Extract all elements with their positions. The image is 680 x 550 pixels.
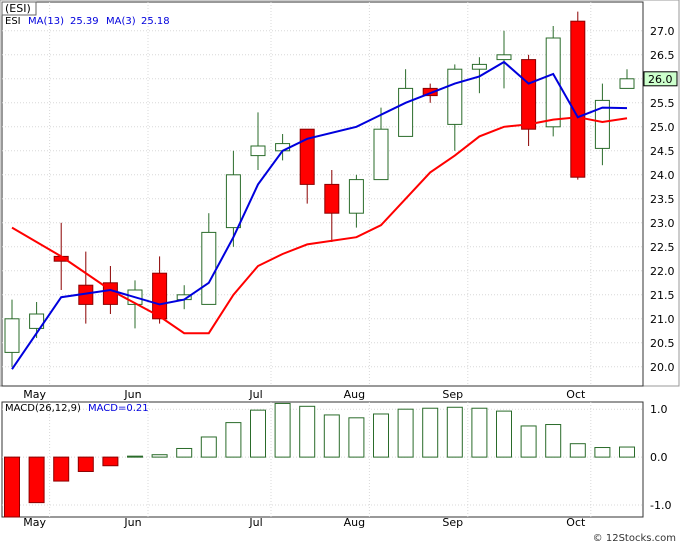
price-legend-item: 25.18 (141, 16, 170, 27)
candle-body (594, 99, 610, 149)
macd-bar (176, 447, 193, 458)
macd-x-tick-label: Aug (344, 516, 365, 529)
price-x-tick-label: Aug (344, 388, 365, 401)
macd-bar (102, 456, 119, 467)
macd-x-tick-label: Jul (248, 516, 262, 529)
candle-body (619, 78, 635, 89)
macd-bar (496, 410, 512, 458)
candle-body (471, 63, 487, 70)
macd-x-tick-label: Oct (566, 516, 586, 529)
macd-panel: 1.0 0.0 -1.0 MACD(26,12,9) MACD=0.21 May Jun Ju… (1, 401, 671, 529)
candle-body (152, 272, 168, 320)
price-y-tick-label: 20.0 (650, 361, 675, 374)
price-y-tick-label: 21.5 (650, 289, 675, 302)
macd-bar (569, 443, 586, 458)
price-x-tick-label: Jun (123, 388, 141, 401)
macd-bar (4, 456, 20, 518)
candle-body (201, 231, 217, 305)
macd-x-tick-label: Jun (123, 516, 141, 529)
macd-bar (225, 422, 242, 458)
price-legend-item: 25.39 (70, 16, 99, 27)
price-y-tick-label: 22.5 (650, 241, 675, 254)
price-x-tick-label: Sep (442, 388, 463, 401)
macd-bar (619, 446, 635, 458)
price-y-tick-label: 26.5 (650, 49, 675, 62)
price-y-tick-label: 23.5 (650, 193, 675, 206)
candle-body (250, 145, 266, 157)
candle-body (422, 87, 438, 97)
price-legend-item: MA(13) (28, 16, 64, 27)
macd-bar (200, 436, 217, 458)
macd-bar (397, 408, 414, 458)
macd-bar (53, 456, 70, 482)
price-x-tick-label: May (23, 388, 46, 401)
macd-bar (422, 407, 439, 458)
price-legend-item: ESI (5, 16, 21, 27)
price-x-tick-label: Oct (566, 388, 586, 401)
price-y-tick-label: 25.5 (650, 97, 675, 110)
macd-plot-area (1, 401, 644, 518)
ma3-line (11, 116, 628, 335)
candle-body (373, 128, 389, 181)
candle-body (521, 59, 537, 130)
macd-bar (348, 417, 365, 458)
price-panel: 27.0 26.5 26.0 25.5 25.0 24.5 24.0 23.5 23.0 22.5… (0, 0, 680, 401)
candle-body (324, 183, 340, 214)
chart-title: (ESI) (5, 2, 31, 15)
macd-bar (471, 407, 488, 458)
macd-x-tick-label: May (23, 516, 46, 529)
price-x-tick-label: Jul (248, 388, 262, 401)
candle-body (398, 87, 414, 137)
candle-body (4, 318, 20, 353)
macd-y-tick-label: 0.0 (650, 451, 668, 464)
macd-legend-item: MACD(26,12,9) (5, 403, 81, 414)
ma13-line (11, 60, 628, 370)
candle-body (299, 128, 315, 185)
price-y-tick-label: 24.5 (650, 145, 675, 158)
last-price-label: 26.0 (648, 73, 673, 86)
watermark-text: © 12Stocks.com (593, 533, 676, 544)
candle-body (496, 54, 512, 61)
macd-bar (373, 413, 389, 458)
macd-bar (545, 424, 562, 458)
candle-body (447, 68, 463, 125)
candle-body (570, 20, 586, 178)
macd-y-tick-label: -1.0 (650, 499, 671, 512)
last-price-tag (643, 71, 678, 87)
macd-bar (28, 456, 45, 504)
macd-bar (323, 414, 340, 458)
price-plot-area (1, 1, 644, 387)
macd-bar (151, 454, 168, 458)
macd-bar (250, 409, 266, 458)
price-y-tick-label: 20.5 (650, 337, 675, 350)
price-y-tick-label: 24.0 (650, 169, 675, 182)
macd-legend-item: MACD=0.21 (88, 403, 149, 414)
macd-bar (594, 447, 611, 458)
title-box (1, 1, 37, 16)
price-legend-item: MA(3) (106, 16, 136, 27)
candle-body (225, 174, 241, 229)
price-y-tick-label: 25.0 (650, 121, 675, 134)
price-y-tick-label: 27.0 (650, 25, 675, 38)
macd-bar (446, 406, 463, 458)
macd-x-tick-label: Sep (442, 516, 463, 529)
macd-bar (520, 425, 537, 458)
macd-y-tick-label: 1.0 (650, 403, 668, 416)
macd-bar (274, 402, 291, 458)
price-y-tick-label: 23.0 (650, 217, 675, 230)
price-y-tick-label: 21.0 (650, 313, 675, 326)
macd-bar (127, 455, 143, 458)
macd-bar (299, 405, 316, 458)
macd-bar (77, 456, 94, 472)
price-y-tick-label: 22.0 (650, 265, 675, 278)
candle-body (545, 37, 561, 128)
candle-body (348, 179, 364, 214)
